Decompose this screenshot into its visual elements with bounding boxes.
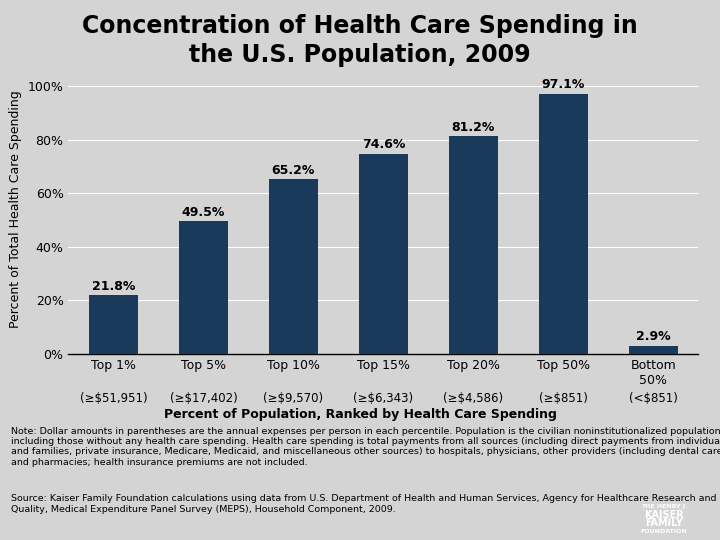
Text: (≥$51,951): (≥$51,951)	[80, 392, 147, 404]
Text: (<$851): (<$851)	[629, 392, 678, 404]
Text: THE HENRY J.: THE HENRY J.	[641, 504, 688, 509]
Bar	[179, 221, 228, 354]
Text: KAISER: KAISER	[644, 510, 684, 519]
Text: Source: Kaiser Family Foundation calculations using data from U.S. Department of: Source: Kaiser Family Foundation calcula…	[11, 494, 716, 514]
Bar	[539, 94, 588, 354]
Y-axis label: Percent of Total Health Care Spending: Percent of Total Health Care Spending	[9, 90, 22, 328]
Text: Note: Dollar amounts in parentheses are the annual expenses per person in each p: Note: Dollar amounts in parentheses are …	[11, 427, 720, 467]
Bar	[359, 154, 408, 354]
Text: 2.9%: 2.9%	[636, 330, 671, 343]
Text: 81.2%: 81.2%	[451, 121, 495, 134]
Bar	[629, 346, 678, 354]
Text: 65.2%: 65.2%	[271, 164, 315, 177]
Text: 49.5%: 49.5%	[181, 206, 225, 219]
Bar	[269, 179, 318, 354]
Text: (≥$851): (≥$851)	[539, 392, 588, 404]
Text: FAMILY: FAMILY	[645, 518, 683, 528]
Bar	[89, 295, 138, 354]
Text: Concentration of Health Care Spending in
the U.S. Population, 2009: Concentration of Health Care Spending in…	[82, 14, 638, 67]
Text: (≥$17,402): (≥$17,402)	[169, 392, 238, 404]
Text: 21.8%: 21.8%	[91, 280, 135, 293]
Text: FOUNDATION: FOUNDATION	[641, 529, 688, 534]
Text: Percent of Population, Ranked by Health Care Spending: Percent of Population, Ranked by Health …	[163, 408, 557, 421]
Text: 74.6%: 74.6%	[361, 138, 405, 151]
Text: (≥$6,343): (≥$6,343)	[354, 392, 413, 404]
Bar	[449, 137, 498, 354]
Text: (≥$9,570): (≥$9,570)	[264, 392, 323, 404]
Text: (≥$4,586): (≥$4,586)	[444, 392, 503, 404]
Text: 97.1%: 97.1%	[541, 78, 585, 91]
